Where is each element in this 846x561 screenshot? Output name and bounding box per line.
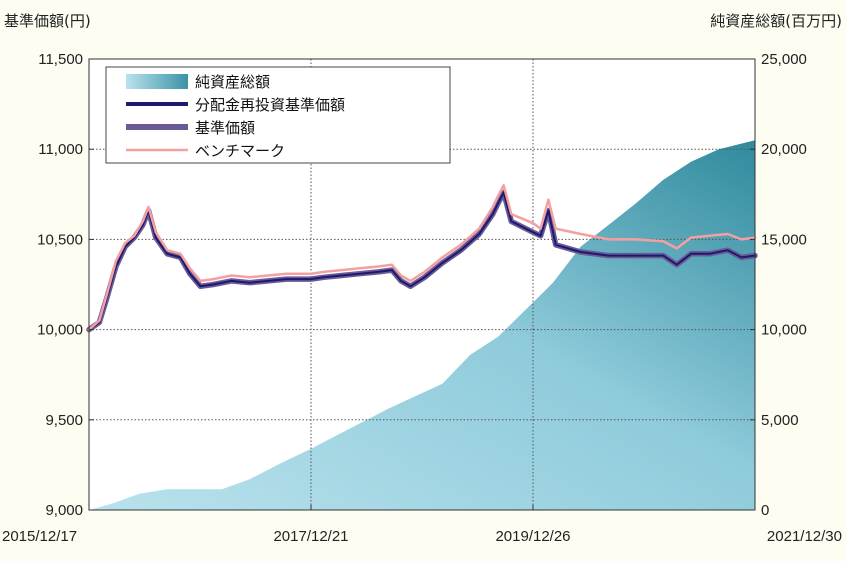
left-axis-tick-label: 9,500 — [45, 412, 83, 429]
legend: 純資産総額 分配金再投資基準価額 基準価額 ベンチマーク — [105, 66, 451, 164]
x-axis-tick-label: 2017/12/21 — [273, 528, 348, 545]
left-axis-tick-label: 11,000 — [38, 141, 83, 158]
left-axis-title: 基準価額(円) — [4, 12, 91, 30]
legend-label-nav: 基準価額 — [195, 119, 255, 137]
left-axis-tick-label: 10,500 — [37, 231, 83, 248]
axis-ticks: 9,000 9,500 10,000 10,500 11,000 11,500 0 5,000… — [2, 51, 842, 545]
left-axis-tick-label: 11,500 — [38, 51, 83, 68]
series-net-assets-area — [89, 140, 755, 510]
legend-label-benchmark: ベンチマーク — [195, 142, 285, 160]
plot-frame — [88, 58, 756, 511]
x-axis-tick-label: 2021/12/30 — [767, 528, 842, 545]
left-axis-tick-label: 9,000 — [45, 502, 83, 519]
right-axis-tick-label: 20,000 — [761, 141, 807, 158]
right-axis-tick-label: 25,000 — [761, 51, 807, 68]
x-axis-tick-label: 2019/12/26 — [495, 528, 570, 545]
right-axis-tick-label: 5,000 — [761, 412, 799, 429]
line-series-layer — [86, 184, 758, 333]
x-axis-tick-label: 2015/12/17 — [2, 528, 77, 545]
right-axis-tick-label: 15,000 — [761, 231, 807, 248]
left-axis-tick-label: 10,000 — [37, 322, 83, 339]
legend-label-net-assets: 純資産総額 — [195, 73, 270, 91]
right-axis-tick-label: 10,000 — [761, 322, 807, 339]
net-assets-area-layer — [89, 140, 755, 510]
series-benchmark-line — [87, 184, 757, 331]
right-axis-title: 純資産総額(百万円) — [710, 12, 842, 30]
legend-label-reinvested-nav: 分配金再投資基準価額 — [195, 96, 345, 114]
series-reinvested-nav-line — [88, 191, 756, 331]
legend-swatch-net-assets — [126, 74, 188, 89]
right-axis-tick-label: 0 — [761, 502, 769, 519]
